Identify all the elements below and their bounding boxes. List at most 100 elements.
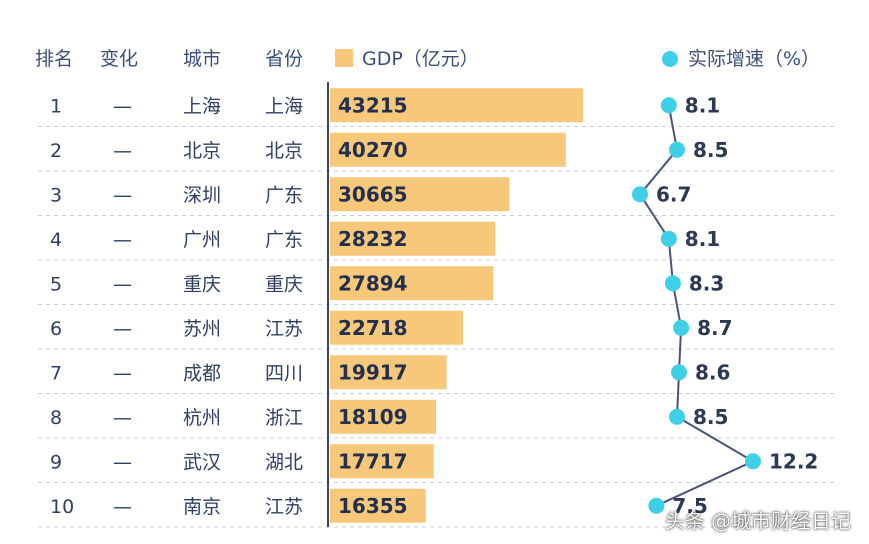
gdp-value-label: 16355 (338, 494, 408, 518)
province-cell: 广东 (265, 229, 303, 251)
change-cell: — (113, 140, 132, 162)
city-cell: 广州 (183, 229, 221, 251)
city-cell: 深圳 (183, 184, 221, 206)
growth-value-label: 8.7 (697, 316, 732, 340)
growth-value-label: 8.1 (685, 93, 720, 117)
growth-line (638, 105, 756, 507)
city-cell: 北京 (183, 140, 221, 162)
rank-cell: 7 (50, 362, 62, 384)
table-row: 5 — 重庆 重庆 27894 (38, 266, 835, 305)
change-cell: — (113, 451, 132, 473)
rank-cell: 10 (50, 496, 74, 518)
growth-point (632, 186, 648, 203)
change-cell: — (113, 496, 132, 518)
table-row: 1 — 上海 上海 43215 (38, 88, 835, 127)
growth-point (673, 319, 690, 336)
table-row: 6 — 苏州 江苏 22718 (38, 310, 835, 350)
city-cell: 苏州 (183, 318, 221, 340)
growth-point (660, 97, 677, 114)
growth-point (648, 497, 665, 514)
city-cell: 杭州 (183, 407, 221, 429)
growth-value-label: 8.6 (695, 360, 730, 384)
growth-value-label: 6.7 (656, 182, 691, 206)
table-row: 4 — 广州 广东 28232 (38, 221, 835, 261)
province-cell: 广东 (265, 184, 303, 206)
rank-cell: 6 (50, 318, 62, 340)
growth-value-label: 12.2 (769, 449, 818, 473)
city-cell: 武汉 (183, 451, 221, 473)
gdp-bar (330, 399, 436, 434)
header-growth: 实际增速（%） (688, 48, 820, 70)
change-cell: — (113, 407, 132, 429)
city-cell: 成都 (183, 362, 221, 384)
header-rank: 排名 (35, 48, 73, 70)
gdp-bar (330, 88, 583, 123)
change-cell: — (113, 273, 132, 295)
gdp-value-label: 43215 (338, 93, 408, 117)
table-row: 10 — 南京 江苏 16355 (38, 488, 835, 528)
province-cell: 江苏 (265, 318, 303, 340)
city-cell: 上海 (183, 95, 221, 117)
header-province: 省份 (265, 48, 303, 70)
gdp-value-label: 30665 (338, 182, 408, 206)
growth-point (664, 275, 681, 292)
province-cell: 江苏 (265, 496, 303, 518)
province-cell: 上海 (265, 95, 303, 117)
gdp-value-label: 28232 (338, 227, 408, 251)
province-cell: 四川 (265, 362, 303, 384)
gdp-bar (330, 310, 463, 345)
growth-line-series: 8.18.56.78.18.38.78.68.512.27.5 (632, 93, 818, 518)
growth-point (669, 408, 685, 425)
gdp-value-label: 27894 (338, 271, 408, 295)
rank-cell: 9 (50, 451, 62, 473)
rank-cell: 3 (50, 184, 62, 206)
gdp-value-label: 17717 (338, 449, 408, 473)
header-change: 变化 (100, 48, 138, 70)
rank-cell: 8 (50, 407, 62, 429)
watermark-credit: 头条 @城市财经日记 (664, 509, 851, 533)
table-row: 7 — 成都 四川 19917 (38, 355, 835, 394)
growth-point (671, 364, 687, 381)
city-cell: 重庆 (183, 273, 221, 295)
rank-cell: 2 (50, 140, 62, 162)
gdp-value-label: 22718 (338, 316, 408, 340)
gdp-bar (330, 444, 434, 479)
header-city: 城市 (183, 48, 221, 70)
table-row: 2 — 北京 北京 40270 (38, 132, 835, 172)
gdp-bar (330, 488, 426, 523)
gdp-bar (330, 355, 447, 390)
province-cell: 北京 (265, 140, 303, 162)
growth-point (669, 141, 685, 158)
table-row: 9 — 武汉 湖北 17717 (38, 444, 835, 483)
change-cell: — (113, 95, 132, 117)
growth-value-label: 8.1 (685, 227, 720, 251)
gdp-bar (330, 221, 496, 256)
gdp-bar (330, 266, 494, 301)
table-row: 8 — 杭州 浙江 18109 (38, 399, 835, 439)
growth-value-label: 8.5 (693, 405, 728, 429)
growth-legend-dot (662, 51, 678, 67)
rank-cell: 4 (50, 229, 62, 251)
change-cell: — (113, 362, 132, 384)
change-cell: — (113, 184, 132, 206)
gdp-value-label: 19917 (338, 360, 408, 384)
growth-value-label: 8.5 (693, 138, 728, 162)
gdp-bar (330, 132, 566, 167)
change-cell: — (113, 318, 132, 340)
gdp-bar (330, 177, 510, 212)
header-gdp: GDP（亿元） (362, 48, 479, 70)
gdp-value-label: 18109 (338, 405, 408, 429)
province-cell: 重庆 (265, 273, 303, 295)
table-row: 3 — 深圳 广东 30665 (38, 177, 835, 216)
header-row: 排名 变化 城市 省份 GDP（亿元） 实际增速（%） (35, 48, 820, 70)
city-cell: 南京 (183, 496, 221, 518)
gdp-legend-swatch (335, 49, 353, 67)
growth-point (745, 453, 761, 470)
change-cell: — (113, 229, 132, 251)
growth-point (660, 230, 677, 247)
province-cell: 浙江 (265, 407, 303, 429)
rank-cell: 1 (50, 95, 62, 117)
rank-cell: 5 (50, 273, 62, 295)
